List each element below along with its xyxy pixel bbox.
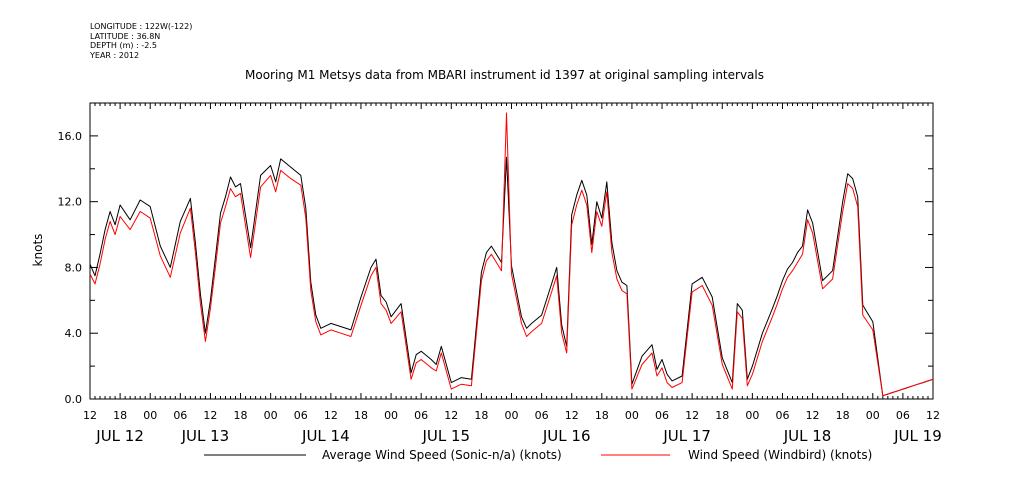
x-hour-label: 18 (836, 409, 850, 422)
meta-depth: DEPTH (m) : -2.5 (90, 41, 157, 51)
legend-label-1: Average Wind Speed (Sonic-n/a) (knots) (322, 448, 562, 462)
x-hour-label: 18 (595, 409, 609, 422)
x-hour-label: 12 (444, 409, 458, 422)
x-hour-label: 12 (685, 409, 699, 422)
y-tick-label: 12.0 (58, 196, 83, 209)
meta-year: YEAR : 2012 (90, 50, 140, 60)
x-hour-label: 18 (234, 409, 248, 422)
x-hour-label: 00 (264, 409, 278, 422)
x-hour-label: 12 (324, 409, 338, 422)
series-line-1 (89, 156, 934, 397)
y-tick-label: 16.0 (58, 130, 83, 143)
x-hour-label: 12 (83, 409, 97, 422)
meta-longitude: LONGITUDE : 122W(-122) (90, 22, 193, 31)
x-day-label: JUL 18 (783, 427, 832, 445)
x-day-label: JUL 19 (893, 427, 942, 445)
y-tick-label: 4.0 (65, 327, 83, 340)
x-day-label: JUL 16 (542, 427, 591, 445)
legend: Average Wind Speed (Sonic-n/a) (knots) Wi… (204, 448, 872, 462)
x-hour-label: 06 (414, 409, 428, 422)
y-axis-ticks: 0.0 4.0 8.0 12.0 16.0 (58, 102, 933, 406)
x-hour-label: 00 (625, 409, 639, 422)
x-hour-label: 12 (926, 409, 940, 422)
x-hour-label: 06 (294, 409, 308, 422)
x-day-label: JUL 13 (181, 427, 230, 445)
chart-title: Mooring M1 Metsys data from MBARI instru… (245, 68, 764, 82)
x-hour-label: 06 (655, 409, 669, 422)
x-hour-label: 06 (173, 409, 187, 422)
x-day-label: JUL 12 (95, 427, 144, 445)
x-hour-label: 12 (565, 409, 579, 422)
legend-label-2: Wind Speed (Windbird) (knots) (688, 448, 872, 462)
y-axis-label: knots (31, 234, 45, 267)
x-hour-label: 00 (384, 409, 398, 422)
x-day-label: JUL 14 (301, 427, 350, 445)
x-hour-label: 18 (474, 409, 488, 422)
x-hour-label: 00 (745, 409, 759, 422)
meta-latitude: LATITUDE : 36.8N (90, 31, 161, 41)
x-hour-label: 12 (203, 409, 217, 422)
x-hour-label: 18 (113, 409, 127, 422)
series-layer (89, 112, 934, 397)
x-axis-ticks: 12 18 00 06 12 18 00 06 12 18 00 06 12 18 00 06 12 18 00 06… (83, 103, 942, 445)
y-tick-label: 0.0 (65, 393, 83, 406)
x-hour-label: 06 (896, 409, 910, 422)
x-hour-label: 06 (535, 409, 549, 422)
x-day-label: JUL 15 (421, 427, 470, 445)
x-hour-label: 18 (354, 409, 368, 422)
x-hour-label: 06 (775, 409, 789, 422)
x-hour-label: 00 (505, 409, 519, 422)
metadata-block: LONGITUDE : 122W(-122) LATITUDE : 36.8N … (90, 22, 192, 60)
y-tick-label: 8.0 (65, 261, 83, 274)
x-day-label: JUL 17 (662, 427, 711, 445)
x-hour-label: 12 (806, 409, 820, 422)
series-line-2 (89, 112, 934, 397)
x-hour-label: 00 (866, 409, 880, 422)
x-hour-label: 00 (143, 409, 157, 422)
x-hour-label: 18 (715, 409, 729, 422)
